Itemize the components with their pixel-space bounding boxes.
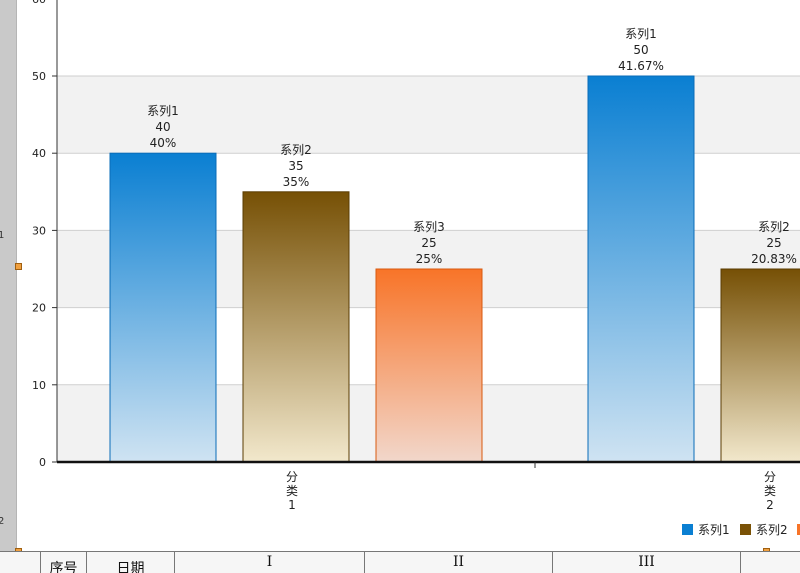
left-mark-1: 1 bbox=[0, 230, 5, 241]
table-header-i: I bbox=[174, 552, 364, 573]
table-header-iii: III bbox=[552, 552, 740, 573]
y-tick-label: 40 bbox=[32, 147, 46, 160]
data-label: 25 bbox=[766, 236, 781, 250]
data-label: 20.83% bbox=[751, 252, 797, 266]
table-header-more bbox=[740, 552, 800, 573]
legend-label: 系列1 bbox=[698, 523, 730, 537]
left-gutter bbox=[0, 0, 16, 552]
data-label: 50 bbox=[633, 43, 648, 57]
data-label: 40% bbox=[150, 136, 177, 150]
bar bbox=[720, 268, 800, 463]
left-divider bbox=[16, 0, 17, 552]
data-label: 系列2 bbox=[758, 220, 790, 234]
x-category-label: 2 bbox=[766, 498, 774, 512]
legend-label: 系列2 bbox=[756, 523, 788, 537]
y-tick-label: 50 bbox=[32, 70, 46, 83]
y-tick-label: 30 bbox=[32, 224, 46, 237]
y-tick-label: 10 bbox=[32, 379, 46, 392]
data-label: 25% bbox=[416, 252, 443, 266]
y-tick-label: 60 bbox=[32, 0, 46, 6]
left-mark-2: 2 bbox=[0, 516, 5, 527]
legend-swatch bbox=[682, 524, 693, 535]
table-header-date: 日期 bbox=[86, 552, 174, 573]
x-category-label: 分 bbox=[286, 470, 298, 484]
data-label: 25 bbox=[421, 236, 436, 250]
data-label: 系列1 bbox=[625, 27, 657, 41]
data-label: 41.67% bbox=[618, 59, 664, 73]
y-tick-label: 20 bbox=[32, 302, 46, 315]
data-label: 系列2 bbox=[280, 143, 312, 157]
x-category-label: 1 bbox=[288, 498, 296, 512]
x-category-label: 类 bbox=[764, 484, 776, 498]
resize-handle-left[interactable] bbox=[15, 263, 22, 270]
bar bbox=[109, 152, 217, 463]
data-label: 35 bbox=[288, 159, 303, 173]
bar-chart: 0 10 20 30 40 50 60 系列1 40 40% 系列2 35 35% 系列3 25 25% 系列… bbox=[32, 0, 800, 537]
table-header-index: 序号 bbox=[40, 552, 86, 573]
data-table-header: 序号 日期 I II III bbox=[0, 551, 800, 573]
x-category-label: 分 bbox=[764, 470, 776, 484]
data-label: 系列3 bbox=[413, 220, 445, 234]
bar bbox=[242, 191, 350, 463]
legend-swatch bbox=[740, 524, 751, 535]
x-category-label: 类 bbox=[286, 484, 298, 498]
bar bbox=[587, 75, 695, 463]
legend-swatch bbox=[797, 524, 800, 535]
table-header-ii: II bbox=[364, 552, 552, 573]
y-tick-label: 0 bbox=[39, 456, 46, 469]
data-label: 40 bbox=[155, 120, 170, 134]
bar bbox=[375, 268, 483, 463]
data-label: 系列1 bbox=[147, 104, 179, 118]
data-label: 35% bbox=[283, 175, 310, 189]
